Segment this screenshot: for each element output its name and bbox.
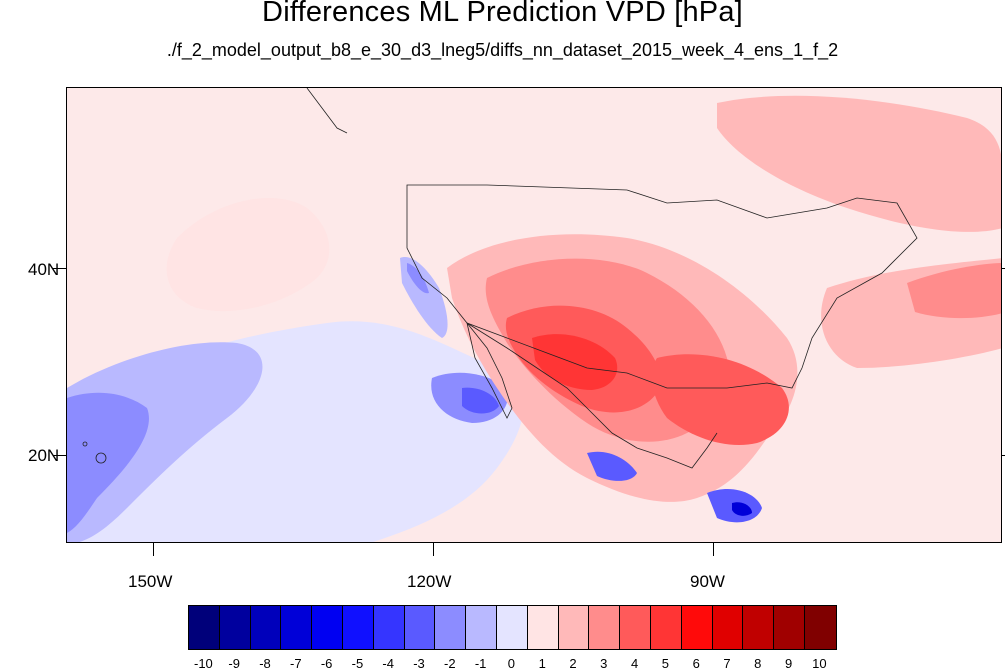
colorbar-label: -6 (320, 656, 333, 671)
lon-label-150w: 150W (128, 572, 173, 591)
colorbar-swatch (189, 606, 220, 649)
tick-90w (713, 543, 714, 556)
colorbar-swatch (435, 606, 467, 649)
colorbar-label: 6 (692, 656, 700, 671)
tick-150w (153, 543, 154, 556)
colorbar-swatch (558, 606, 590, 649)
colorbar-label: -8 (259, 656, 271, 671)
tick-20n-right (1002, 455, 1005, 456)
colorbar-swatch (774, 606, 805, 649)
red-region-hot (532, 334, 618, 390)
canada-coast (306, 88, 348, 134)
colorbar-swatch (527, 606, 559, 649)
blue-central-america-3 (732, 502, 752, 516)
colorbar-label: -4 (382, 656, 394, 671)
colorbar-label: 2 (569, 656, 577, 671)
colorbar-label: 7 (723, 656, 731, 671)
colorbar-label: 1 (538, 656, 546, 671)
colorbar-swatch (281, 606, 313, 649)
tick-40n-right (1002, 268, 1005, 269)
pink-northeast (717, 95, 1001, 232)
colorbar-label: 0 (507, 656, 515, 671)
tick-20n (53, 455, 66, 456)
colorbar-swatch (404, 606, 436, 649)
colorbar-label: -3 (413, 656, 425, 671)
colorbar-swatch (681, 606, 713, 649)
blue-california-inner (407, 263, 429, 294)
blue-central-america (587, 451, 637, 481)
lon-label-90w: 90W (690, 572, 725, 591)
colorbar-swatch (712, 606, 744, 649)
colorbar (188, 605, 837, 650)
colorbar-label: 5 (661, 656, 669, 671)
blue-region-hawaii-inner (67, 392, 149, 533)
colorbar-label: 4 (630, 656, 639, 671)
map-subtitle: ./f_2_model_output_b8_e_30_d3_lneg5/diff… (166, 40, 839, 60)
colorbar-swatch (496, 606, 528, 649)
colorbar-swatch (620, 606, 651, 649)
colorbar-label: 3 (600, 656, 608, 671)
lat-label-40n: 40N (28, 260, 60, 279)
colorbar-label: -7 (290, 656, 302, 671)
colorbar-label: 10 (812, 656, 827, 671)
hawaii-island (95, 452, 107, 464)
colorbar-swatch (804, 606, 836, 649)
us-outline (406, 184, 918, 389)
blue-region-hawaii (67, 342, 263, 542)
lat-label-20n: 20N (28, 446, 60, 465)
tick-40n (53, 268, 66, 269)
colorbar-swatch (250, 606, 282, 649)
colorbar-swatch (466, 606, 497, 649)
red-gulf (651, 354, 789, 446)
colorbar-label: 9 (784, 656, 793, 671)
colorbar-label: -9 (228, 656, 240, 671)
blue-patch-baja-inner (462, 387, 499, 414)
colorbar-swatch (219, 606, 251, 649)
colorbar-label: -1 (474, 656, 487, 671)
colorbar-label: -5 (351, 656, 364, 671)
colorbar-label: 8 (754, 656, 762, 671)
baja-outline (466, 322, 513, 419)
colorbar-swatch (743, 606, 775, 649)
hawaii-island-2 (82, 441, 88, 447)
colorbar-swatch (589, 606, 621, 649)
tick-120w (433, 543, 434, 556)
colorbar-swatch (312, 606, 343, 649)
vpd-difference-field (67, 88, 1001, 542)
pink-north-pacific (166, 198, 330, 312)
colorbar-label: -10 (193, 656, 213, 671)
mexico-outline (466, 322, 718, 469)
map-panel (66, 87, 1002, 543)
colorbar-label: -2 (444, 656, 456, 671)
colorbar-swatch (342, 606, 374, 649)
lon-label-120w: 120W (407, 572, 452, 591)
colorbar-swatch (373, 606, 405, 649)
map-title: Differences ML Prediction VPD [hPa] (262, 0, 743, 28)
colorbar-swatch (650, 606, 682, 649)
pink-atlantic-core (907, 263, 1001, 319)
